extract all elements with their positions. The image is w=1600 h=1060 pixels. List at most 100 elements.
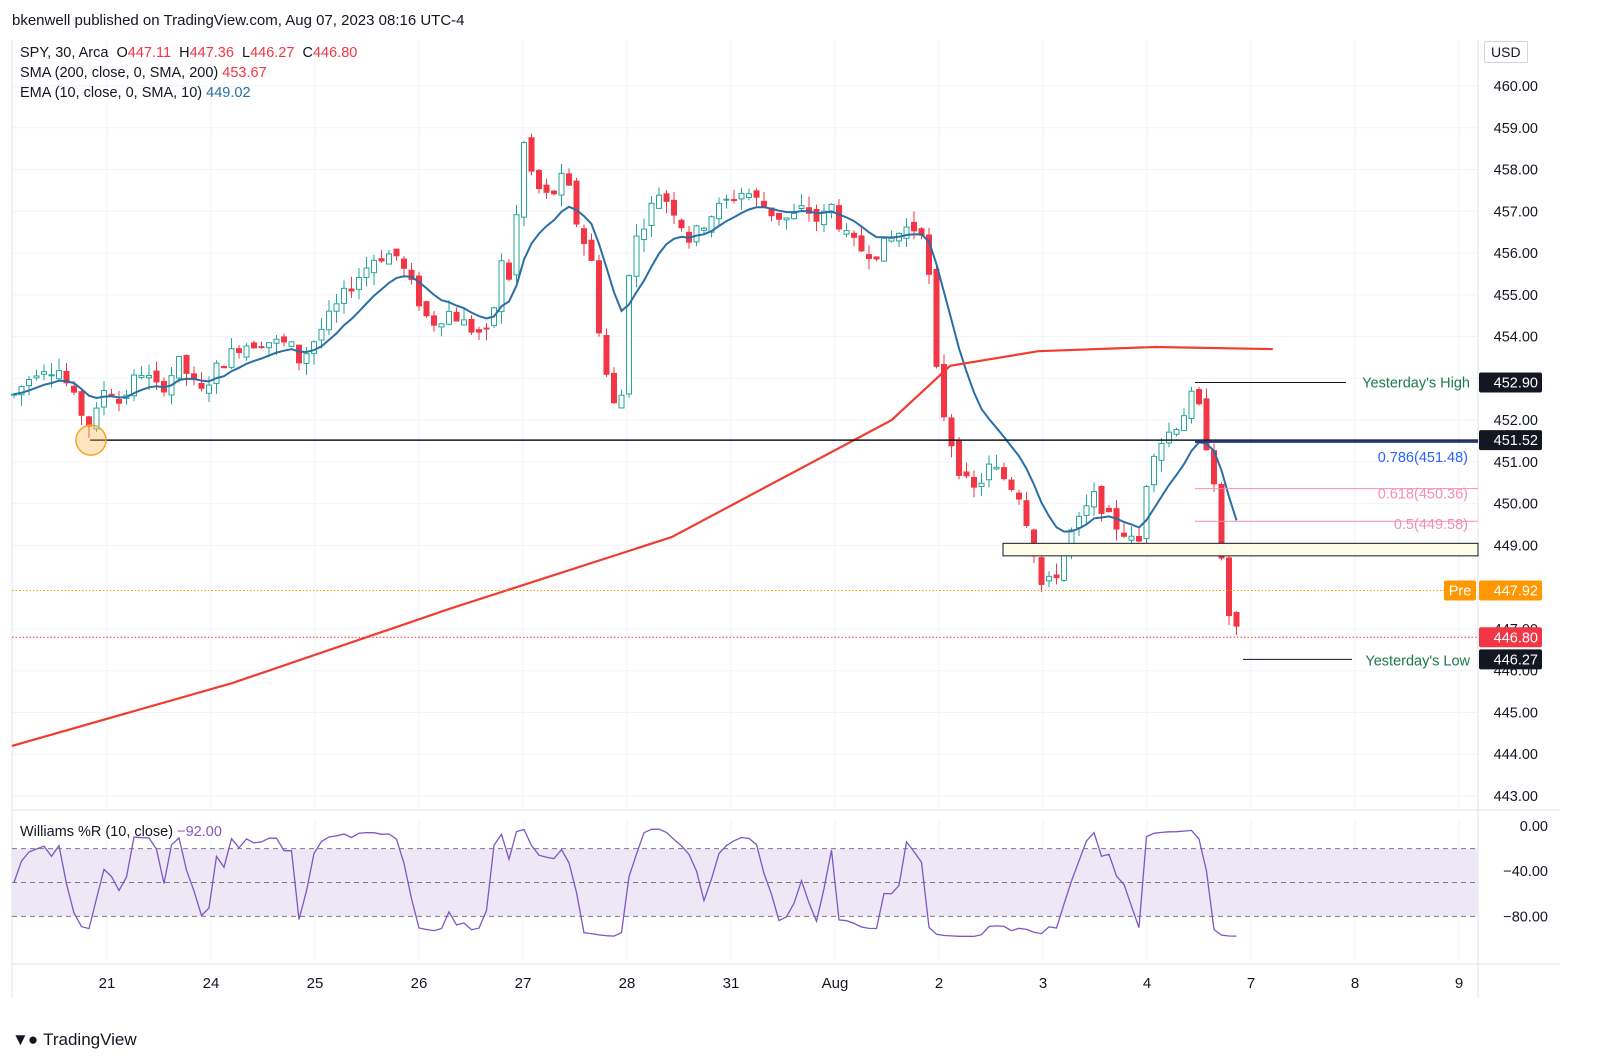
ema-legend[interactable]: EMA (10, close, 0, SMA, 10) 449.02	[20, 83, 251, 103]
williams-legend[interactable]: Williams %R (10, close) −92.00	[20, 822, 222, 842]
price-tick-label: 452.00	[1494, 413, 1538, 429]
candle-body	[266, 342, 272, 349]
candle-body	[446, 310, 452, 325]
premarket-badge	[1444, 580, 1476, 601]
fib-786-label: 0.786(451.48)	[1378, 450, 1468, 466]
candle-body	[618, 394, 625, 409]
candle-body	[656, 194, 662, 209]
candle-body	[318, 328, 325, 341]
candle-body	[1023, 500, 1030, 527]
price-tag-452-90	[1479, 372, 1542, 393]
candle-body	[641, 228, 647, 241]
candle-body	[1038, 557, 1045, 585]
candle-body	[371, 259, 377, 274]
time-tick-label: Aug	[822, 975, 849, 992]
candle-body	[153, 370, 160, 383]
time-tick-label: 7	[1247, 975, 1255, 992]
candle-body	[461, 319, 467, 326]
candle-body	[626, 275, 632, 395]
ema-label: EMA (10, close, 0, SMA, 10)	[20, 85, 203, 101]
candle-body	[1136, 535, 1142, 542]
williams-tick-label: −40.00	[1503, 864, 1548, 880]
candle-body	[1001, 467, 1007, 480]
fib-500-label: 0.5(449.58)	[1394, 517, 1468, 533]
price-tick-label: 450.00	[1494, 497, 1538, 513]
candle-body	[843, 230, 850, 235]
candle-body	[401, 258, 407, 269]
currency-button[interactable]: USD	[1484, 41, 1528, 63]
candle-body	[738, 192, 745, 200]
brand-name: TradingView	[43, 1030, 137, 1049]
candle-body	[258, 346, 265, 349]
candle-body	[866, 254, 872, 260]
price-tag-text: 447.92	[1494, 584, 1538, 600]
candle-body	[701, 227, 707, 231]
time-tick-label: 4	[1143, 975, 1151, 992]
candle-body	[933, 268, 940, 367]
candle-body	[528, 137, 535, 172]
williams-tick-label: −80.00	[1503, 909, 1548, 925]
price-tick-label: 444.00	[1494, 747, 1538, 763]
candle-body	[813, 208, 820, 222]
candle-body	[941, 364, 947, 418]
candle-body	[221, 366, 227, 369]
candle-body	[821, 210, 827, 226]
candle-body	[56, 370, 62, 380]
candle-body	[273, 338, 280, 344]
candle-body	[783, 217, 790, 221]
price-tick-label: 457.00	[1494, 204, 1538, 220]
candle-body	[978, 482, 985, 488]
candle-body	[828, 203, 835, 214]
candle-body	[281, 336, 287, 343]
candle-body	[566, 173, 572, 186]
candle-body	[101, 390, 107, 408]
candle-body	[1188, 390, 1195, 420]
candle-body	[41, 371, 47, 375]
candle-body	[888, 237, 895, 242]
price-tag-text: 451.52	[1494, 433, 1538, 449]
candle-body	[213, 362, 220, 384]
candle-body	[1053, 574, 1060, 579]
candle-body	[948, 417, 955, 447]
candle-body	[956, 440, 962, 476]
candle-body	[581, 228, 587, 245]
candle-body	[506, 262, 512, 280]
candle-body	[521, 142, 527, 218]
candle-body	[851, 232, 857, 238]
price-tag-text: 452.90	[1494, 376, 1538, 392]
candle-body	[603, 335, 610, 375]
time-tick-label: 27	[515, 975, 532, 992]
candle-body	[993, 466, 1000, 470]
low-value: 446.27	[250, 45, 295, 61]
price-tick-label: 449.00	[1494, 538, 1538, 554]
price-tick-label: 455.00	[1494, 288, 1538, 304]
candle-body	[93, 407, 100, 430]
symbol-label: SPY, 30, Arca	[20, 45, 109, 61]
high-label: H	[179, 45, 190, 61]
candle-body	[671, 199, 677, 216]
candle-body	[971, 476, 977, 488]
candle-body	[1046, 575, 1052, 582]
tradingview-logo-icon: ▼●	[12, 1030, 38, 1049]
candle-body	[453, 311, 460, 322]
time-tick-label: 8	[1351, 975, 1359, 992]
candle-body	[86, 416, 92, 427]
price-tag-text: 446.80	[1494, 630, 1538, 646]
candle-body	[1173, 429, 1180, 435]
candle-body	[708, 216, 715, 233]
candle-body	[596, 260, 602, 334]
candle-body	[1008, 479, 1015, 490]
candle-body	[858, 235, 865, 252]
sma-legend[interactable]: SMA (200, close, 0, SMA, 200) 453.67	[20, 63, 267, 83]
brand: ▼● TradingView	[12, 1030, 137, 1050]
price-tick-label: 459.00	[1494, 121, 1538, 137]
williams-label: Williams %R (10, close)	[20, 824, 174, 840]
candle-body	[476, 329, 482, 333]
low-label: L	[242, 45, 251, 61]
candle-body	[408, 269, 415, 280]
candle-body	[131, 374, 137, 397]
time-tick-label: 25	[307, 975, 324, 992]
candle-body	[176, 355, 182, 379]
yesterday-low-label: Yesterday's Low	[1365, 653, 1470, 669]
